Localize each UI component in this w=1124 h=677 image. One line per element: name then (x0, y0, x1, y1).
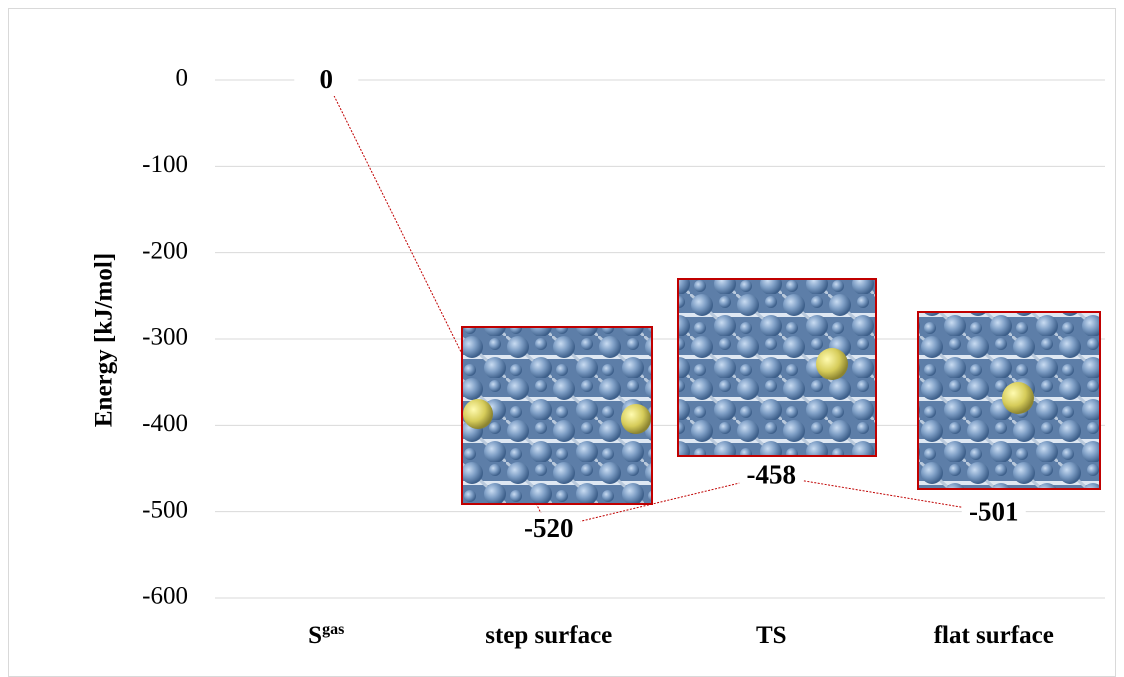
value-label: -501 (969, 497, 1019, 527)
x-tick-label: flat surface (934, 622, 1054, 649)
value-label: -520 (524, 513, 574, 543)
x-tick-label: Sgas (308, 621, 344, 649)
y-axis-title: Energy [kJ/mol] (91, 253, 118, 427)
y-tick-label: -500 (142, 496, 188, 523)
x-tick-label: step surface (485, 622, 612, 649)
series-line (326, 80, 994, 529)
chart: Energy [kJ/mol] -600 -500 -400 -300 -200 -100… (0, 0, 1124, 677)
y-tick-label: -600 (142, 583, 188, 610)
structure-flat (918, 312, 1100, 489)
y-tick-label: -300 (142, 324, 188, 351)
category-name: flat surface (934, 622, 1054, 649)
structure-step (462, 327, 652, 504)
page: Energy [kJ/mol] -600 -500 -400 -300 -200 -100… (0, 0, 1124, 677)
y-tick-label: 0 (176, 65, 189, 92)
structure-ts (678, 279, 876, 456)
y-tick-label: -400 (142, 410, 188, 437)
category-name: step surface (485, 622, 612, 649)
value-label: -458 (747, 460, 797, 490)
y-tick-label: -200 (142, 237, 188, 264)
x-tick-label: TS (756, 622, 787, 649)
category-name: TS (756, 622, 787, 649)
category-superscript: gas (322, 621, 344, 638)
y-tick-label: -100 (142, 151, 188, 178)
value-label: 0 (320, 64, 334, 94)
series-lines (326, 80, 994, 529)
category-name: S (308, 622, 322, 649)
